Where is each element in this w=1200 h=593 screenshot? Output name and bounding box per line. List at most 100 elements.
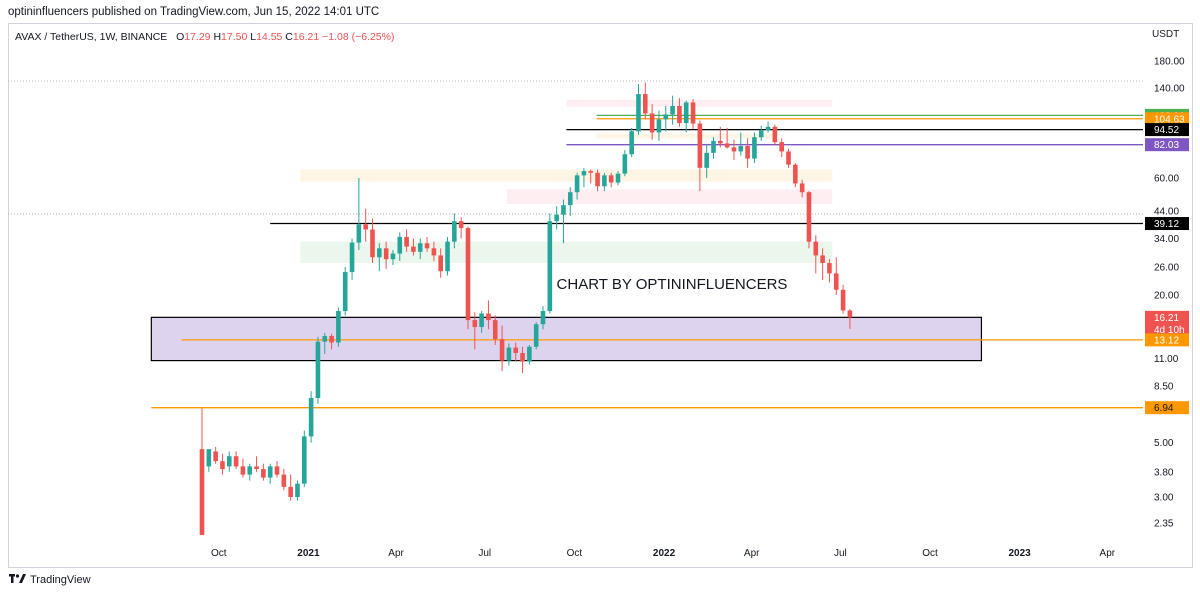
x-tick-label: Jul — [478, 548, 491, 559]
y-tick-label: 8.50 — [1154, 382, 1174, 393]
candle-body — [840, 289, 846, 311]
candle-body — [527, 346, 532, 362]
candle-body — [799, 183, 805, 193]
candle-body — [411, 246, 416, 252]
publish-info: optininfluencers published on TradingVie… — [8, 6, 380, 18]
y-tick-label: 34.00 — [1154, 234, 1179, 245]
price-badge-bg — [1145, 112, 1189, 126]
price-badge-bg — [1145, 322, 1189, 336]
candle-body — [288, 486, 293, 497]
candle-body — [342, 272, 348, 312]
price-badge-bg — [1145, 138, 1189, 152]
price-badge-label: 13.12 — [1154, 335, 1179, 346]
candle-body — [479, 313, 484, 328]
x-tick-label: 2021 — [297, 548, 320, 559]
y-tick-label: 180.00 — [1154, 57, 1185, 68]
candle-body — [670, 105, 675, 115]
candle-body — [622, 154, 628, 174]
y-tick-label: 3.00 — [1154, 492, 1174, 503]
candle-body — [718, 140, 723, 144]
candle-body — [486, 313, 491, 321]
candle-body — [752, 137, 757, 159]
zone-2 — [300, 169, 833, 182]
close-value: 16.21 — [292, 31, 320, 43]
candle-body — [547, 221, 553, 312]
candle-body — [315, 341, 321, 399]
price-badge-label: 39.12 — [1154, 219, 1179, 230]
price-badge: 94.52 — [1145, 123, 1189, 137]
candle-body — [336, 311, 341, 343]
candle-body — [697, 123, 703, 168]
candle-body — [683, 102, 689, 124]
candle-body — [424, 243, 430, 249]
candle-body — [445, 241, 450, 272]
candle-body — [377, 248, 382, 258]
candle-body — [636, 94, 641, 132]
candle-body — [322, 336, 328, 342]
candle-body — [595, 172, 600, 187]
y-tick-label: 20.00 — [1154, 290, 1179, 301]
candle-body — [220, 461, 225, 470]
candle-body — [499, 339, 505, 361]
candle-body — [581, 171, 587, 176]
candle-body — [806, 192, 812, 242]
candle-body — [472, 320, 478, 328]
tradingview-brand[interactable]: TradingView — [30, 574, 91, 586]
price-badge-label: 4d 10h — [1154, 325, 1185, 336]
currency-label: USDT — [1152, 29, 1180, 40]
price-badge-bg — [1145, 217, 1189, 231]
y-tick-label: 140.00 — [1154, 83, 1185, 94]
high-label: H — [213, 31, 222, 43]
symbol-legend: AVAX / TetherUS, 1W, BINANCE O17.29 H17.… — [15, 31, 394, 43]
candle-body — [302, 436, 307, 484]
price-badge-bg — [1145, 401, 1189, 415]
price-badge-bg — [1145, 123, 1189, 137]
x-tick-label: Oct — [922, 548, 938, 559]
candle-body — [827, 263, 832, 274]
candle-body — [813, 241, 819, 256]
zone-0 — [150, 316, 983, 362]
candle-body — [506, 347, 512, 361]
x-tick-label: Apr — [1100, 548, 1116, 559]
y-tick-label: 2.35 — [1154, 519, 1174, 530]
candle-body — [820, 255, 825, 264]
tradingview-logo-icon[interactable] — [9, 573, 26, 587]
candle-body — [847, 310, 853, 318]
candle-body — [540, 311, 546, 325]
candle-body — [281, 474, 287, 487]
y-tick-label: 26.00 — [1154, 263, 1179, 274]
candle-body — [608, 175, 614, 183]
low-value: 14.55 — [256, 31, 283, 43]
price-badge-bg — [1145, 333, 1189, 347]
candle-body — [240, 466, 246, 475]
y-tick-label: 60.00 — [1154, 173, 1179, 184]
candle-body — [233, 456, 239, 467]
candle-body — [561, 205, 566, 215]
candle-body — [574, 175, 580, 193]
price-badge: 4d 10h — [1145, 322, 1189, 336]
candle-body — [629, 131, 634, 155]
x-tick-label: Oct — [567, 548, 583, 559]
open-label: O — [176, 31, 185, 43]
candle-body — [724, 143, 730, 148]
zone-4 — [566, 99, 833, 107]
candle-body — [833, 273, 839, 290]
price-badge: 16.21 — [1145, 310, 1189, 324]
candle-body — [356, 224, 362, 243]
change-value: −1.08 (−6.25%) — [322, 31, 395, 43]
watermark-text: CHART BY OPTININFLUENCERS — [557, 276, 788, 293]
x-tick-label: Apr — [388, 548, 404, 559]
candle-body — [295, 483, 300, 497]
candle-body — [452, 221, 457, 242]
candle-body — [786, 151, 791, 165]
y-tick-label: 3.80 — [1154, 467, 1174, 478]
candle-body — [793, 164, 798, 184]
candle-body — [404, 236, 409, 247]
candle-body — [261, 469, 266, 478]
candle-body — [677, 105, 682, 124]
candle-body — [663, 114, 669, 120]
price-badge: 6.94 — [1145, 401, 1189, 415]
candle-body — [247, 466, 253, 475]
candle-body — [397, 236, 403, 254]
